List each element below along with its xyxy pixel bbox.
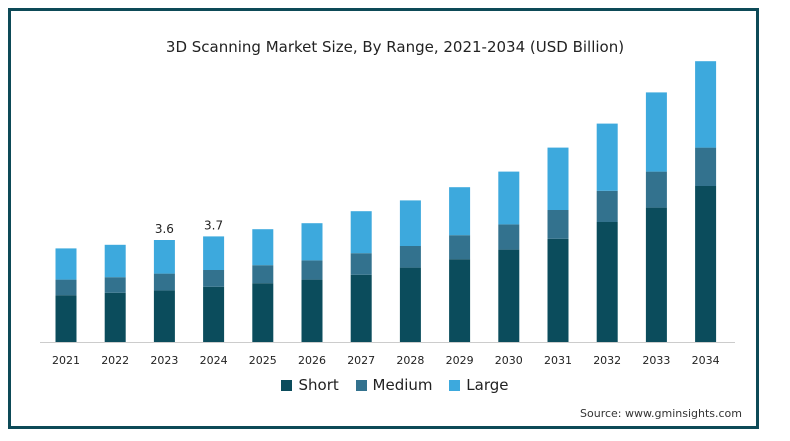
x-tick-label-2025: 2025 — [249, 354, 277, 367]
data-label-2023: 3.6 — [155, 222, 174, 236]
bar-short-2025 — [252, 283, 274, 342]
bar-large-2031 — [547, 147, 569, 210]
bar-short-2028 — [399, 267, 421, 342]
bar-short-2034 — [695, 186, 717, 342]
bar-medium-2023 — [153, 273, 175, 291]
legend-item-medium: Medium — [355, 376, 433, 394]
bar-medium-2028 — [399, 246, 421, 268]
x-tick-label-2034: 2034 — [692, 354, 720, 367]
legend-label-medium: Medium — [372, 376, 433, 394]
bar-medium-2034 — [695, 147, 717, 186]
x-tick-label-2033: 2033 — [642, 354, 670, 367]
bar-short-2032 — [596, 222, 618, 342]
bar-short-2029 — [449, 259, 471, 342]
bar-large-2033 — [645, 92, 667, 172]
bar-short-2024 — [203, 286, 225, 342]
source-note: Source: www.gminsights.com — [580, 407, 742, 420]
legend-swatch-medium — [355, 379, 367, 391]
legend-swatch-large — [449, 379, 461, 391]
bar-large-2027 — [350, 211, 372, 254]
legend-label-large: Large — [466, 376, 509, 394]
bar-large-2023 — [153, 240, 175, 274]
bar-short-2031 — [547, 238, 569, 342]
bar-large-2026 — [301, 223, 323, 261]
chart-title: 3D Scanning Market Size, By Range, 2021-… — [165, 38, 625, 56]
bar-short-2023 — [153, 290, 175, 342]
bar-large-2025 — [252, 229, 274, 266]
bar-large-2032 — [596, 123, 618, 191]
bar-large-2028 — [399, 200, 421, 246]
bar-large-2021 — [55, 248, 77, 280]
bar-short-2033 — [645, 207, 667, 342]
x-tick-label-2026: 2026 — [298, 354, 326, 367]
legend-item-large: Large — [449, 376, 509, 394]
bar-short-2022 — [104, 292, 126, 342]
bar-medium-2031 — [547, 210, 569, 239]
x-tick-label-2030: 2030 — [495, 354, 523, 367]
x-tick-label-2023: 2023 — [150, 354, 178, 367]
bar-medium-2032 — [596, 190, 618, 222]
bar-medium-2021 — [55, 279, 77, 296]
x-tick-label-2027: 2027 — [347, 354, 375, 367]
x-tick-label-2031: 2031 — [544, 354, 572, 367]
legend: Short Medium Large — [0, 376, 790, 395]
chart-frame — [8, 8, 759, 429]
bar-medium-2025 — [252, 265, 274, 284]
data-label-2024: 3.7 — [204, 218, 223, 232]
x-tick-label-2022: 2022 — [101, 354, 129, 367]
bar-large-2030 — [498, 171, 520, 225]
bar-large-2029 — [449, 187, 471, 236]
legend-swatch-short — [281, 379, 293, 391]
bar-medium-2027 — [350, 253, 372, 275]
bar-large-2024 — [203, 236, 225, 270]
bar-short-2021 — [55, 295, 77, 342]
bar-short-2026 — [301, 279, 323, 342]
bar-medium-2022 — [104, 277, 126, 293]
bar-medium-2033 — [645, 171, 667, 208]
x-tick-label-2029: 2029 — [446, 354, 474, 367]
x-tick-label-2024: 2024 — [200, 354, 228, 367]
x-tick-label-2028: 2028 — [396, 354, 424, 367]
bar-short-2027 — [350, 274, 372, 342]
bar-large-2022 — [104, 244, 126, 278]
bar-medium-2029 — [449, 235, 471, 260]
bar-medium-2026 — [301, 260, 323, 280]
bar-short-2030 — [498, 249, 520, 342]
x-tick-label-2032: 2032 — [593, 354, 621, 367]
bar-large-2034 — [695, 61, 717, 148]
x-tick-label-2021: 2021 — [52, 354, 80, 367]
legend-item-short: Short — [281, 376, 339, 394]
bar-medium-2024 — [203, 270, 225, 287]
legend-label-short: Short — [298, 376, 339, 394]
bar-medium-2030 — [498, 224, 520, 250]
